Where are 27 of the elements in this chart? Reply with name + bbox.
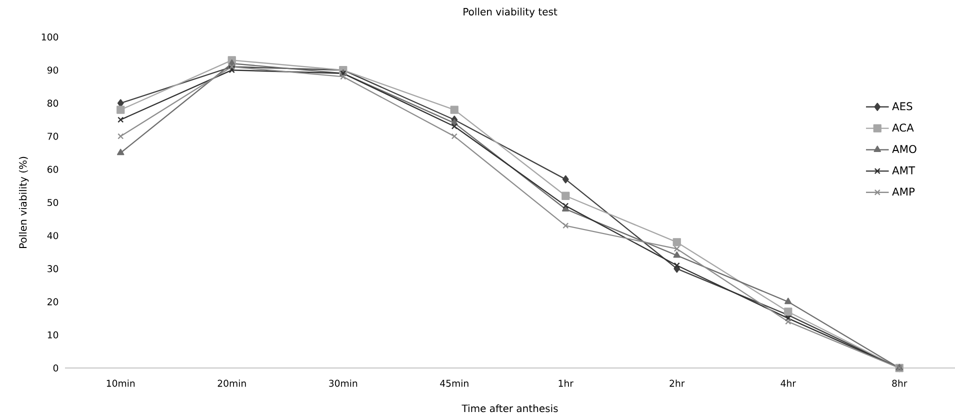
y-tick-label: 0 — [53, 364, 58, 372]
y-tick-label: 40 — [47, 232, 58, 240]
x-tick-label: 10min — [106, 380, 135, 387]
x-tick-label: 1hr — [558, 380, 574, 387]
legend-label: AMP — [892, 188, 915, 196]
y-tick-label: 30 — [48, 265, 58, 272]
y-axis-title: Pollen viability (%) — [18, 156, 29, 248]
chart-title: Pollen viability test — [464, 8, 558, 18]
legend-label: AMO — [892, 145, 916, 154]
y-tick-label: 100 — [42, 33, 58, 41]
y-tick-label: 70 — [48, 132, 58, 140]
y-tick-label: 10 — [48, 331, 58, 338]
x-tick-label: 4hr — [780, 380, 796, 387]
x-axis-title: Time after anthesis — [462, 404, 558, 412]
y-tick-label: 50 — [48, 198, 58, 206]
y-tick-label: 80 — [47, 100, 58, 107]
x-tick-label: 30min — [329, 380, 358, 387]
x-tick-label: 20min — [218, 380, 246, 387]
x-tick-label: 2hr — [670, 380, 685, 387]
y-tick-label: 90 — [47, 66, 58, 74]
legend-label: ACA — [892, 124, 914, 132]
y-tick-label: 60 — [48, 166, 58, 173]
y-tick-label: 20 — [48, 298, 58, 306]
legend-label: AMT — [892, 166, 916, 174]
legend-label: AES — [892, 102, 912, 110]
x-tick-label: 8hr — [892, 380, 908, 387]
x-tick-label: 45min — [440, 380, 468, 387]
